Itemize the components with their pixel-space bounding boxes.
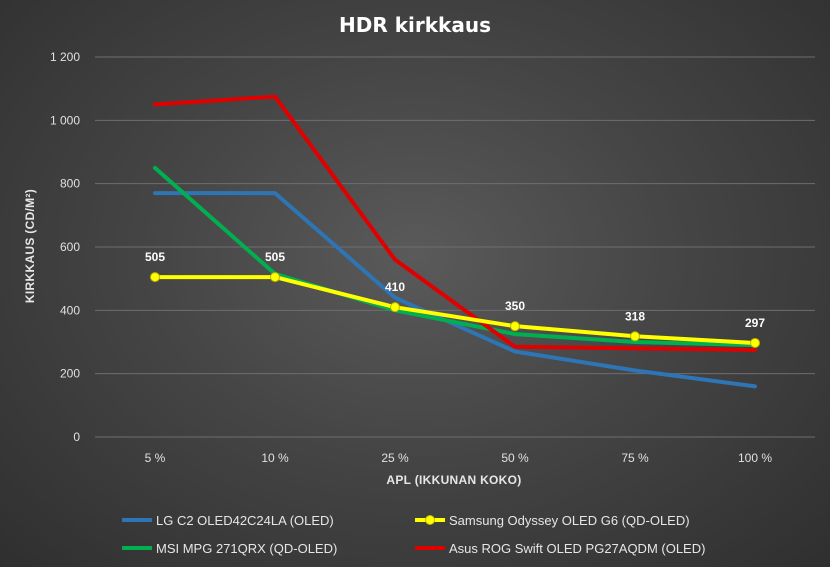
- x-tick-label: 5 %: [145, 451, 166, 465]
- data-label: 505: [265, 250, 285, 264]
- series-line: [153, 94, 757, 352]
- series-point: [270, 272, 280, 283]
- series-point: [390, 302, 400, 313]
- series-line: [153, 191, 757, 389]
- y-tick-label: 0: [73, 430, 80, 444]
- x-axis-label: APL (IKKUNAN KOKO): [386, 473, 521, 487]
- x-tick-label: 75 %: [621, 451, 649, 465]
- y-tick-label: 800: [60, 177, 80, 191]
- legend: LG C2 OLED42C24LA (OLED) Samsung Odyssey …: [122, 513, 705, 556]
- data-label: 318: [625, 309, 645, 323]
- legend-entry: Asus ROG Swift OLED PG27AQDM (OLED): [449, 541, 705, 556]
- y-tick-label: 600: [60, 240, 80, 254]
- x-tick-label: 50 %: [501, 451, 529, 465]
- legend-entry: LG C2 OLED42C24LA (OLED): [156, 513, 334, 528]
- data-label: 410: [385, 280, 405, 294]
- y-tick-label: 1 000: [50, 113, 80, 127]
- series-point: [150, 272, 160, 283]
- y-axis-label: KIRKKAUS (CD/M²): [23, 189, 37, 303]
- y-tick-label: 400: [60, 303, 80, 317]
- series-point: [630, 331, 640, 342]
- chart-title: HDR kirkkaus: [339, 13, 491, 37]
- series-point: [510, 321, 520, 332]
- y-tick-label: 1 200: [50, 50, 80, 64]
- x-tick-label: 25 %: [381, 451, 409, 465]
- x-tick-label: 10 %: [261, 451, 289, 465]
- series-line: [153, 165, 757, 348]
- x-axis-ticks: 5 % 10 % 25 % 50 % 75 % 100 %: [145, 451, 773, 465]
- x-tick-label: 100 %: [738, 451, 772, 465]
- legend-entry: Samsung Odyssey OLED G6 (QD-OLED): [449, 513, 690, 528]
- data-label: 505: [145, 250, 165, 264]
- y-axis-ticks: 0 200 400 600 800 1 000 1 200: [50, 50, 80, 444]
- data-labels: 505 505 410 350 318 297: [145, 250, 765, 330]
- series-markers: [150, 272, 760, 348]
- y-tick-label: 200: [60, 367, 80, 381]
- legend-marker: [425, 515, 435, 525]
- series-line: [153, 275, 757, 345]
- gridlines: [95, 56, 815, 438]
- series-point: [750, 337, 760, 348]
- legend-entry: MSI MPG 271QRX (QD-OLED): [156, 541, 337, 556]
- series-lines: [153, 94, 757, 389]
- data-label: 350: [505, 299, 525, 313]
- data-label: 297: [745, 316, 765, 330]
